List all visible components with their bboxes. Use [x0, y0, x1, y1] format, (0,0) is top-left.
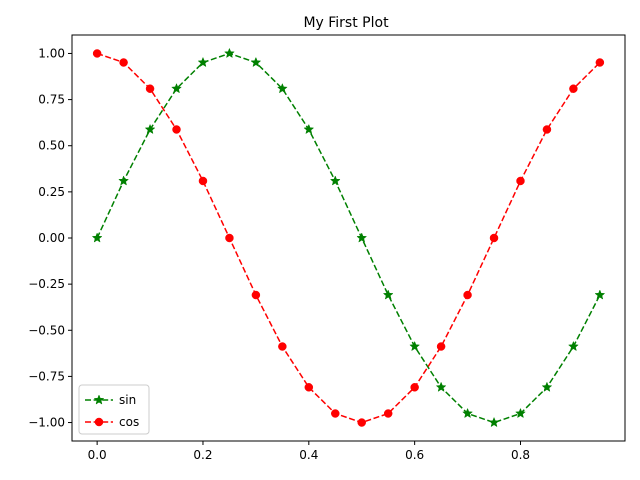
data-point-cos	[119, 58, 128, 67]
chart-title: My First Plot	[303, 15, 389, 31]
series-line-sin	[96, 52, 601, 424]
series-sin	[91, 47, 606, 428]
data-point-cos	[542, 125, 552, 134]
data-point-cos	[595, 58, 605, 67]
data-point-cos	[92, 49, 102, 58]
data-point-sin	[91, 232, 103, 243]
y-tick-label: 0.00	[38, 231, 65, 245]
data-point-sin	[276, 83, 288, 94]
x-tick-label: 0.4	[299, 448, 318, 462]
series-cos	[92, 49, 605, 427]
data-point-cos	[172, 125, 181, 134]
x-tick-label: 0.6	[405, 448, 424, 462]
data-point-cos	[357, 418, 366, 427]
data-point-sin	[197, 56, 209, 68]
y-tick-label: −0.25	[28, 277, 65, 291]
y-tick-label: 0.25	[38, 185, 65, 199]
y-tick-label: −0.50	[28, 323, 65, 337]
legend-label-cos: cos	[119, 415, 139, 429]
data-point-cos	[569, 84, 578, 93]
y-tick-label: 0.75	[38, 93, 65, 107]
data-point-cos	[145, 84, 155, 93]
series-line-cos	[96, 52, 601, 424]
y-axis: 1.00 0.75 0.50 0.25 0.00 −0.25 −0.50 −0.75 −1.00	[28, 46, 72, 430]
data-point-cos	[463, 290, 472, 300]
data-point-sin	[144, 123, 156, 135]
data-point-cos	[489, 233, 499, 243]
legend: sin cos	[78, 384, 150, 435]
data-point-sin	[250, 56, 262, 68]
data-point-cos	[331, 409, 340, 418]
y-tick-label: −1.00	[28, 416, 65, 430]
data-point-sin	[515, 407, 526, 419]
data-point-sin	[329, 175, 341, 186]
data-point-cos	[383, 409, 393, 418]
data-point-sin	[356, 232, 368, 243]
data-point-sin	[118, 175, 129, 186]
data-point-cos	[436, 342, 446, 351]
data-point-cos	[225, 233, 234, 243]
data-point-sin	[224, 47, 235, 59]
data-point-cos	[304, 383, 314, 392]
y-tick-label: 0.50	[38, 139, 65, 153]
data-point-sin	[171, 83, 182, 94]
data-point-sin	[594, 289, 606, 300]
data-point-cos	[410, 383, 419, 392]
plot-frame	[71, 34, 626, 442]
x-tick-label: 0.8	[511, 448, 530, 462]
data-point-sin	[488, 416, 500, 428]
x-tick-label: 0.2	[193, 448, 212, 462]
data-point-sin	[462, 407, 473, 419]
x-axis: 0.0 0.2 0.4 0.6 0.8	[88, 441, 530, 462]
legend-label-sin: sin	[119, 393, 136, 407]
plot-series	[91, 47, 606, 428]
legend-marker-sin	[93, 394, 105, 405]
data-point-sin	[409, 340, 421, 352]
data-point-cos	[251, 290, 261, 300]
y-tick-label: 1.00	[38, 46, 65, 60]
data-point-sin	[303, 123, 315, 135]
y-tick-label: −0.75	[28, 369, 65, 383]
data-point-sin	[382, 289, 394, 300]
data-point-cos	[198, 176, 208, 186]
data-point-sin	[541, 381, 553, 392]
legend-marker-cos	[94, 417, 104, 427]
data-point-sin	[568, 340, 579, 352]
data-point-cos	[516, 176, 525, 186]
data-point-sin	[435, 381, 447, 392]
x-tick-label: 0.0	[88, 448, 107, 462]
data-point-cos	[278, 342, 287, 351]
